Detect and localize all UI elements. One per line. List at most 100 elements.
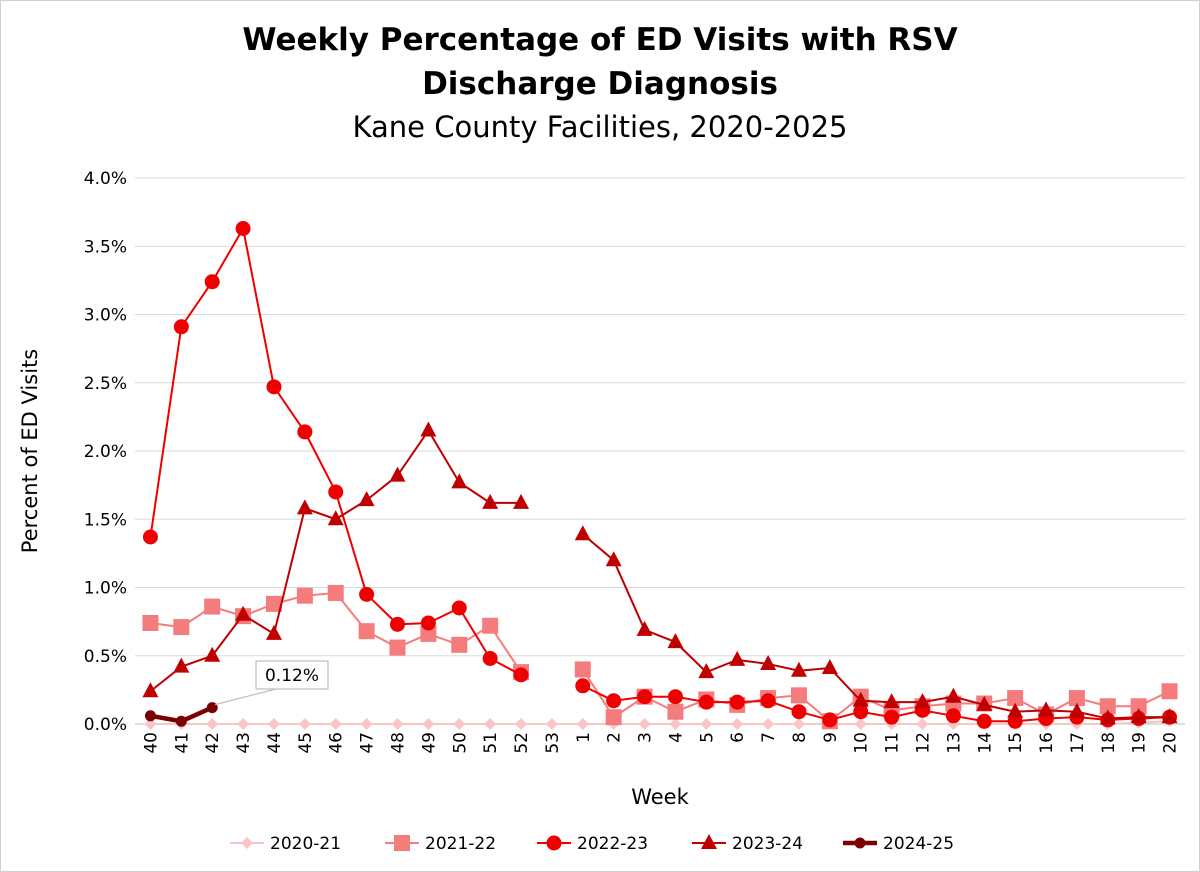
legend-item-2022-23: 2022-23 bbox=[537, 834, 648, 854]
data-point bbox=[296, 587, 313, 604]
data-point bbox=[1161, 683, 1178, 700]
x-tick-label: 5 bbox=[697, 732, 717, 743]
x-tick-label: 16 bbox=[1037, 732, 1057, 754]
data-point bbox=[1130, 698, 1147, 715]
data-point bbox=[515, 718, 528, 730]
data-point bbox=[266, 379, 282, 395]
legend-marker bbox=[701, 834, 717, 849]
data-point bbox=[700, 718, 713, 730]
data-point bbox=[852, 691, 869, 707]
data-point bbox=[698, 663, 715, 679]
legend-marker bbox=[854, 837, 866, 849]
x-tick-label: 12 bbox=[914, 732, 934, 754]
data-point bbox=[729, 650, 746, 666]
legend-marker bbox=[546, 835, 562, 851]
data-point bbox=[792, 718, 805, 730]
data-point bbox=[329, 718, 342, 730]
data-point bbox=[513, 667, 529, 683]
y-tick-label: 2.0% bbox=[84, 442, 127, 462]
data-point bbox=[1038, 701, 1055, 717]
data-point bbox=[914, 693, 931, 709]
x-tick-label: 46 bbox=[327, 732, 347, 754]
data-point bbox=[1007, 702, 1024, 718]
legend-marker bbox=[241, 837, 253, 849]
data-point bbox=[453, 718, 466, 730]
x-axis-title: Week bbox=[631, 785, 689, 809]
data-point bbox=[760, 654, 777, 670]
data-point bbox=[390, 616, 405, 632]
legend-label: 2024-25 bbox=[883, 834, 954, 854]
data-point bbox=[173, 657, 190, 673]
data-point bbox=[821, 659, 838, 675]
y-axis-ticks: 0.0% 0.5% 1.0% 1.5% 2.0% 2.5% 3.0% 3.5% 4.0% bbox=[84, 169, 127, 735]
x-tick-label: 19 bbox=[1130, 732, 1150, 754]
series-line bbox=[149, 720, 1171, 725]
callout-box bbox=[255, 660, 329, 690]
data-point bbox=[729, 694, 745, 710]
data-point bbox=[420, 615, 436, 631]
callout-leader bbox=[215, 688, 277, 706]
chart-title-line-2: Discharge Diagnosis bbox=[422, 66, 778, 102]
data-point bbox=[358, 623, 375, 640]
x-tick-label: 43 bbox=[234, 732, 254, 754]
x-tick-label: 48 bbox=[389, 732, 409, 754]
y-tick-label: 0.5% bbox=[84, 647, 127, 667]
data-point bbox=[298, 718, 311, 730]
data-point bbox=[1161, 708, 1178, 724]
data-point bbox=[173, 319, 189, 335]
data-point bbox=[206, 702, 218, 714]
y-tick-label: 4.0% bbox=[84, 169, 127, 189]
data-point bbox=[575, 678, 591, 694]
x-tick-label: 7 bbox=[759, 732, 779, 743]
data-point bbox=[790, 687, 807, 704]
data-point bbox=[853, 704, 869, 720]
legend-item-2020-21: 2020-21 bbox=[230, 834, 341, 854]
x-tick-label: 44 bbox=[265, 732, 285, 754]
data-point bbox=[175, 715, 187, 727]
data-point bbox=[389, 639, 406, 656]
legend: 2020-21 2021-22 2022-23 2023-24 2024-25 bbox=[230, 834, 954, 854]
data-point bbox=[297, 424, 313, 440]
legend-item-2024-25: 2024-25 bbox=[843, 834, 954, 854]
data-point bbox=[451, 473, 468, 489]
data-point bbox=[637, 689, 653, 705]
data-point bbox=[790, 661, 807, 677]
data-point bbox=[574, 525, 591, 541]
x-tick-label: 45 bbox=[296, 732, 316, 754]
data-point bbox=[574, 661, 591, 678]
data-point bbox=[265, 595, 282, 612]
data-point bbox=[605, 709, 622, 726]
data-point bbox=[513, 493, 530, 509]
data-point bbox=[144, 718, 157, 730]
data-point bbox=[173, 619, 190, 636]
data-point bbox=[545, 718, 558, 730]
legend-marker bbox=[394, 835, 410, 851]
annotation-layer: 0.12% bbox=[215, 660, 329, 706]
data-point bbox=[451, 636, 468, 653]
data-point bbox=[916, 718, 929, 730]
x-tick-label: 8 bbox=[790, 732, 810, 743]
data-point bbox=[204, 598, 221, 615]
data-point bbox=[420, 421, 437, 437]
data-point bbox=[638, 718, 651, 730]
series-2024-25 bbox=[144, 702, 218, 727]
data-point bbox=[667, 633, 684, 649]
chart-subtitle: Kane County Facilities, 2020-2025 bbox=[352, 110, 848, 144]
legend-item-2021-22: 2021-22 bbox=[385, 834, 496, 854]
data-point bbox=[142, 529, 158, 545]
data-point bbox=[606, 693, 622, 709]
x-tick-label: 51 bbox=[481, 732, 501, 754]
gridlines bbox=[135, 177, 1185, 725]
data-point bbox=[451, 600, 467, 616]
data-point bbox=[391, 718, 404, 730]
x-tick-label: 53 bbox=[543, 732, 563, 754]
data-point bbox=[1068, 702, 1085, 718]
x-tick-label: 14 bbox=[975, 732, 995, 754]
x-tick-label: 49 bbox=[419, 732, 439, 754]
y-tick-label: 0.0% bbox=[84, 715, 127, 735]
legend-label: 2020-21 bbox=[270, 834, 341, 854]
data-point bbox=[669, 718, 682, 730]
y-tick-label: 1.5% bbox=[84, 510, 127, 530]
data-label: 0.12% bbox=[265, 666, 319, 686]
